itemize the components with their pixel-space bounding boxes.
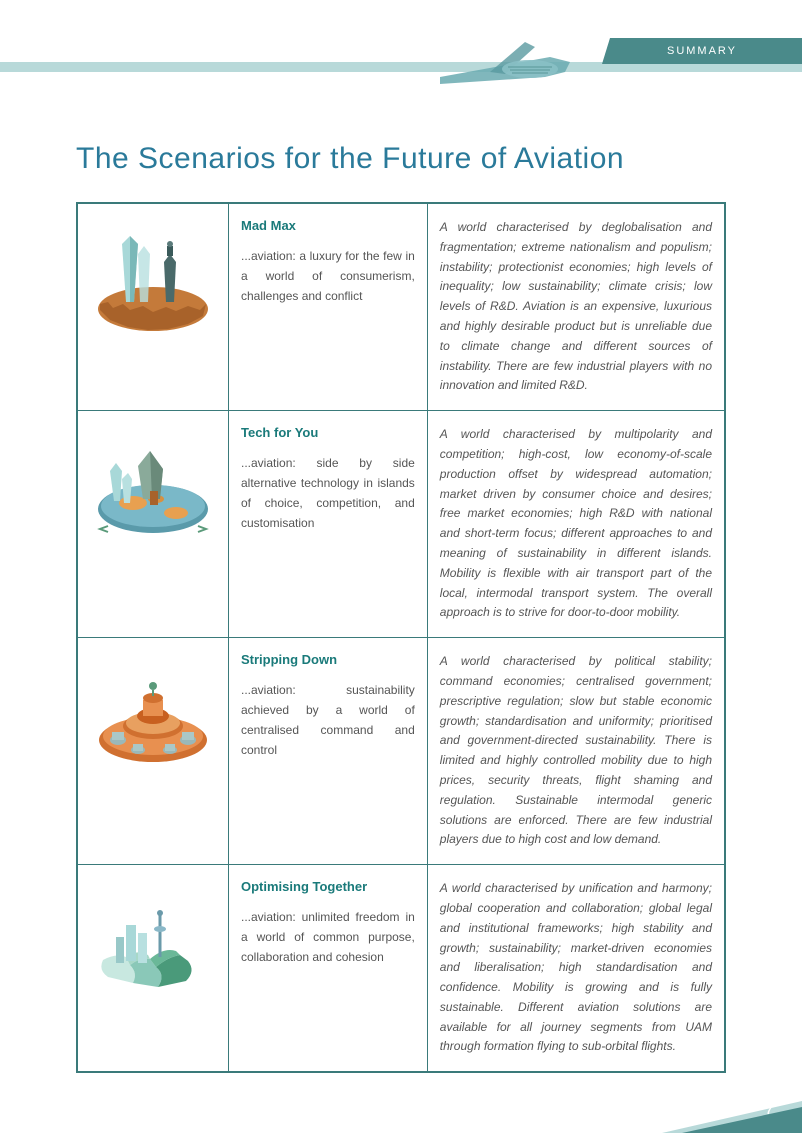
strippingdown-illustration [88, 648, 218, 778]
aircraft-icon [430, 32, 580, 102]
scenario-subtitle: ...aviation: sustainability achieved by … [241, 681, 415, 760]
footer-decoration [662, 1093, 802, 1133]
madmax-illustration [88, 214, 218, 344]
scenario-subtitle: ...aviation: side by side alternative te… [241, 454, 415, 533]
scenario-subtitle: ...aviation: unlimited freedom in a worl… [241, 908, 415, 967]
table-row: Mad Max ...aviation: a luxury for the fe… [77, 203, 725, 411]
scenario-name: Stripping Down [241, 652, 415, 667]
scenarios-table: Mad Max ...aviation: a luxury for the fe… [76, 202, 726, 1073]
scenario-name: Tech for You [241, 425, 415, 440]
table-row: Stripping Down ...aviation: sustainabili… [77, 638, 725, 865]
scenario-description: A world characterised by unification and… [440, 879, 712, 1057]
scenario-name: Optimising Together [241, 879, 415, 894]
scenario-subtitle: ...aviation: a luxury for the few in a w… [241, 247, 415, 306]
scenario-description: A world characterised by political stabi… [440, 652, 712, 850]
table-row: Tech for You ...aviation: side by side a… [77, 411, 725, 638]
optimising-illustration [88, 875, 218, 1005]
table-row: Optimising Together ...aviation: unlimit… [77, 865, 725, 1073]
scenario-description: A world characterised by deglobalisation… [440, 218, 712, 396]
scenario-description: A world characterised by multipolarity a… [440, 425, 712, 623]
scenario-name: Mad Max [241, 218, 415, 233]
page-title: The Scenarios for the Future of Aviation [76, 142, 624, 176]
page-number: 7 [766, 1105, 772, 1117]
summary-tab: SUMMARY [602, 38, 802, 64]
techforyou-illustration [88, 421, 218, 551]
